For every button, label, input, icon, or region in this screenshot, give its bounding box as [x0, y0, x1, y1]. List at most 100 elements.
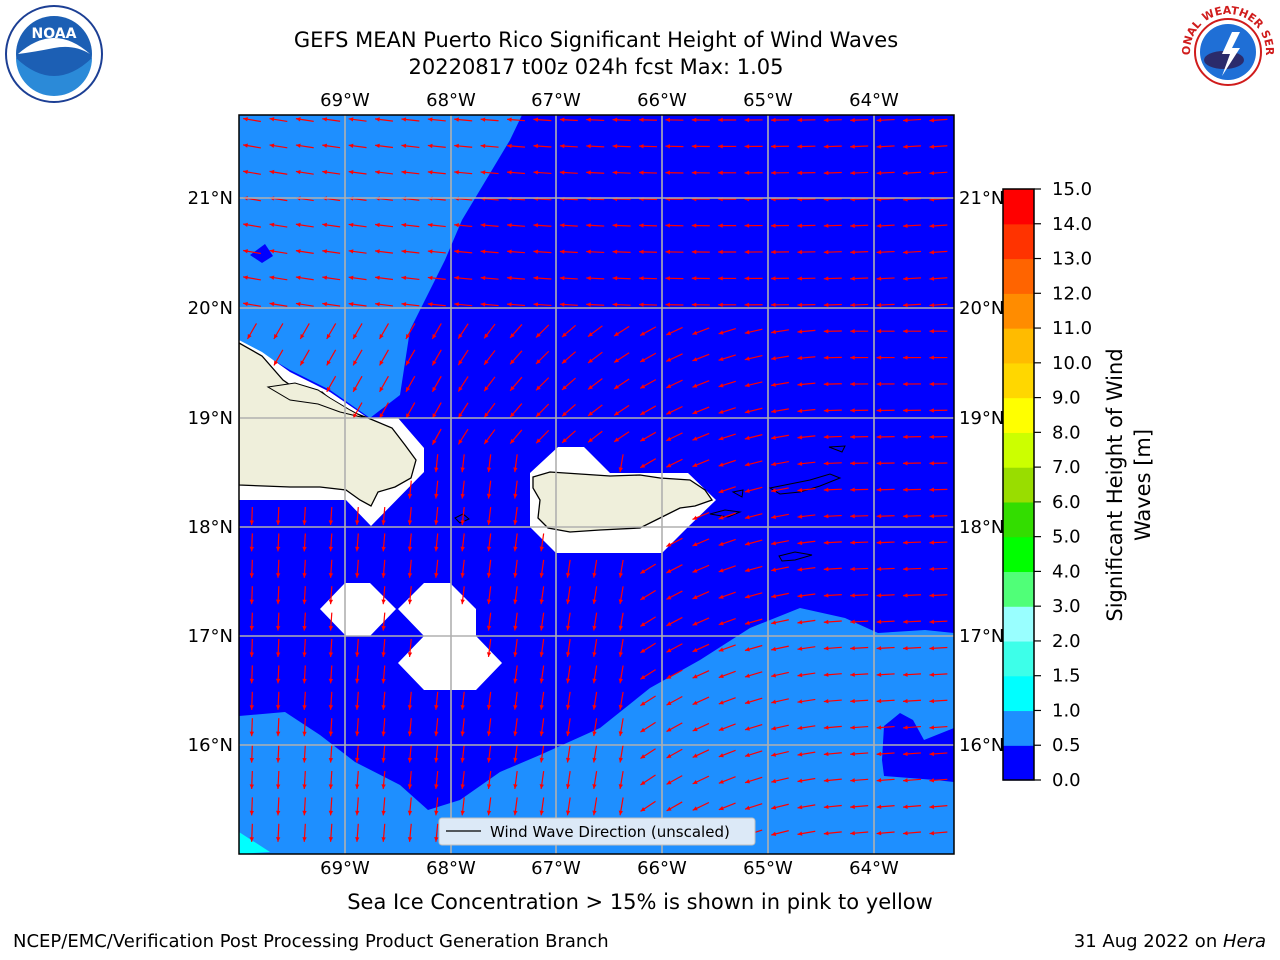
- wave-direction-arrow-head: [588, 358, 593, 364]
- wave-direction-arrow-head: [692, 621, 698, 626]
- wave-direction-arrow-head: [434, 467, 439, 473]
- wave-direction-arrow-head: [586, 249, 591, 254]
- lat-label-right: 18°N: [959, 517, 1004, 538]
- wave-direction-arrow-head: [639, 144, 644, 149]
- wave-direction-arrow-head: [381, 731, 386, 737]
- wave-direction-arrow-head: [850, 751, 855, 757]
- colorbar-tick-label: 3.0: [1052, 596, 1081, 617]
- wave-direction-arrow-head: [375, 170, 380, 175]
- wave-direction-arrow-head: [876, 513, 882, 519]
- chart-title: GEFS MEAN Puerto Rico Significant Height…: [293, 28, 899, 52]
- wave-direction-arrow-head: [295, 301, 301, 307]
- wave-direction-arrow-head: [640, 754, 646, 759]
- wave-direction-arrow-head: [322, 143, 328, 148]
- footer-date: 31 Aug 2022 on Hera: [1074, 931, 1266, 952]
- wave-direction-arrow-head: [823, 831, 829, 836]
- wave-direction-arrow-head: [745, 779, 750, 784]
- wave-direction-arrow-head: [850, 672, 855, 677]
- wave-direction-arrow-head: [513, 678, 518, 684]
- wave-direction-arrow-head: [850, 329, 855, 334]
- wave-direction-arrow-head: [460, 599, 465, 605]
- wave-direction-arrow-head: [744, 700, 750, 705]
- lat-label-left: 17°N: [188, 626, 233, 647]
- wave-direction-arrow-head: [665, 302, 670, 307]
- wave-direction-arrow-head: [718, 515, 724, 520]
- wave-direction-arrow-head: [903, 381, 908, 387]
- colorbar-segment: [1003, 571, 1034, 607]
- wave-direction-arrow-head: [276, 784, 281, 789]
- wave-direction-arrow-head: [586, 302, 591, 307]
- wave-direction-arrow-head: [355, 757, 360, 763]
- wave-direction-arrow-head: [823, 778, 829, 783]
- wave-direction-arrow-head: [640, 357, 646, 362]
- wave-direction-arrow-head: [640, 622, 646, 627]
- wave-direction-arrow-head: [876, 381, 882, 387]
- wave-direction-arrow-head: [876, 355, 882, 360]
- wave-direction-arrow-head: [480, 302, 486, 307]
- wave-direction-arrow-head: [295, 249, 301, 254]
- wave-direction-arrow-head: [771, 223, 776, 228]
- wave-direction-arrow-head: [407, 546, 413, 552]
- wave-direction-arrow-head: [249, 520, 254, 525]
- wave-direction-arrow-head: [513, 625, 518, 631]
- wave-direction-arrow-head: [797, 487, 803, 493]
- land-hispaniola-north-coast: [266, 382, 366, 419]
- wave-direction-arrow-head: [850, 513, 855, 519]
- wave-direction-arrow-head: [666, 648, 672, 653]
- colorbar-tick-label: 1.5: [1052, 666, 1081, 687]
- wave-direction-arrow-head: [929, 725, 935, 730]
- wave-direction-arrow-head: [276, 599, 281, 605]
- wave-direction-arrow-head: [876, 302, 882, 308]
- wave-direction-arrow-head: [565, 599, 571, 605]
- wave-direction-arrow-head: [539, 784, 544, 789]
- wave-direction-arrow-head: [876, 619, 882, 625]
- wave-direction-arrow-head: [565, 704, 571, 710]
- wave-direction-arrow-head: [612, 117, 618, 122]
- wave-direction-arrow-head: [666, 727, 672, 732]
- wave-direction-arrow-head: [328, 599, 334, 605]
- lat-label-left: 19°N: [188, 408, 233, 429]
- wave-direction-arrow-head: [666, 806, 672, 811]
- wave-direction-arrow-head: [539, 546, 544, 552]
- wave-direction-arrow-head: [328, 731, 334, 737]
- wave-direction-arrow-head: [507, 143, 512, 149]
- wave-direction-arrow-head: [797, 408, 803, 414]
- wave-direction-arrow-head: [562, 358, 567, 364]
- wave-direction-arrow-head: [929, 223, 935, 229]
- wave-direction-arrow-head: [876, 751, 882, 757]
- wave-direction-arrow-head: [929, 804, 935, 809]
- wave-direction-arrow-head: [618, 652, 623, 657]
- wave-direction-arrow-head: [434, 837, 439, 842]
- wave-direction-arrow-head: [771, 778, 777, 784]
- wave-direction-arrow-head: [823, 540, 829, 545]
- wave-direction-arrow-head: [666, 674, 672, 679]
- wave-direction-arrow-head: [249, 705, 254, 710]
- lon-labels-top: 69°W 68°W 67°W 66°W 65°W 64°W: [320, 90, 899, 111]
- wave-direction-arrow-head: [587, 332, 593, 337]
- wave-direction-arrow-head: [614, 411, 620, 416]
- wave-direction-arrow-head: [614, 331, 619, 337]
- wave-direction-arrow-head: [322, 222, 328, 228]
- footer-producer: NCEP/EMC/Verification Post Processing Pr…: [13, 931, 609, 952]
- wave-direction-arrow-head: [744, 515, 750, 520]
- wave-direction-arrow-head: [460, 810, 465, 816]
- wave-direction-arrow-head: [745, 752, 750, 758]
- wave-direction-arrow-head: [903, 144, 908, 149]
- wave-direction-arrow-head: [744, 144, 750, 149]
- wave-direction-arrow-head: [592, 784, 597, 789]
- wave-direction-arrow-head: [407, 757, 413, 763]
- wave-direction-arrow-head: [375, 222, 380, 228]
- wave-direction-arrow-head: [903, 329, 908, 334]
- lon-label-top: 64°W: [849, 90, 899, 111]
- wave-direction-arrow-head: [328, 784, 334, 789]
- wave-direction-arrow-head: [322, 170, 328, 175]
- wave-direction-arrow-head: [533, 275, 539, 281]
- lon-labels-bottom: 69°W 68°W 67°W 66°W 65°W 64°W: [320, 858, 899, 879]
- wave-direction-arrow-head: [692, 753, 698, 758]
- wave-direction-arrow-head: [718, 568, 724, 573]
- wave-direction-arrow-head: [355, 520, 360, 525]
- wave-direction-arrow-head: [666, 753, 672, 758]
- wave-direction-arrow-head: [903, 118, 908, 123]
- wave-direction-arrow-head: [328, 837, 334, 842]
- wave-direction-arrow-head: [295, 169, 301, 175]
